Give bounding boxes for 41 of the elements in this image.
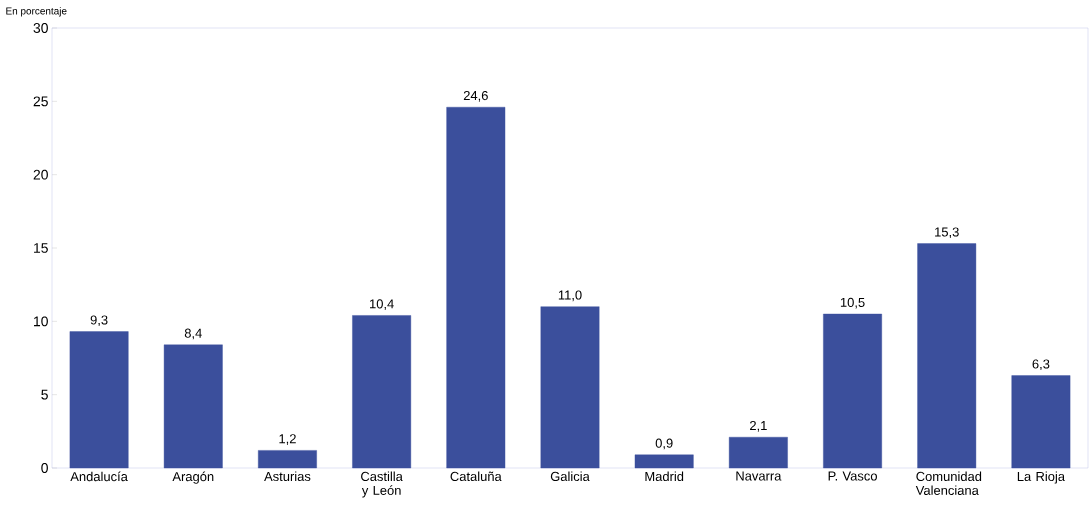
y-tick-label: 0: [41, 463, 48, 473]
data-label: 8,4: [184, 328, 202, 340]
x-tick-label: Asturias: [264, 471, 311, 482]
bar: [1011, 375, 1071, 469]
y-tick-label: 30: [33, 23, 48, 33]
y-tick-label: 15: [34, 243, 48, 253]
y-tick-label: 20: [33, 169, 48, 180]
y-tick-label: 5: [41, 389, 48, 400]
data-label: 15,3: [935, 227, 959, 239]
x-tick-label: Galicia: [550, 471, 590, 482]
bar: [69, 331, 129, 469]
y-tick-label: 25: [33, 96, 48, 107]
data-label: 9,3: [90, 315, 108, 327]
bar: [258, 450, 317, 469]
bar: [446, 107, 506, 469]
x-tick-label: Comunidad Valenciana: [915, 471, 982, 495]
x-tick-label: P. Vasco: [828, 471, 877, 481]
x-tick-label: La Rioja: [1017, 471, 1066, 484]
bar: [634, 454, 694, 469]
y-axis-title: En porcentaje: [6, 7, 67, 17]
x-tick-label: Andalucía: [70, 471, 128, 482]
x-tick-label: Navarra: [736, 471, 782, 481]
bar: [540, 306, 600, 469]
data-label: 2,1: [750, 420, 767, 432]
data-label: 24,6: [463, 90, 488, 102]
bar: [823, 313, 882, 469]
data-label: 10,4: [370, 299, 394, 310]
x-tick-label: Aragón: [172, 471, 214, 484]
data-label: 6,3: [1032, 359, 1050, 371]
bar: [163, 344, 223, 469]
x-tick-label: Madrid: [645, 471, 684, 482]
bar: [352, 315, 412, 469]
x-tick-label: Castilla y León: [361, 471, 403, 498]
y-tick-label: 10: [34, 316, 48, 327]
data-label: 11,0: [558, 290, 582, 302]
data-label: 0,9: [655, 438, 673, 450]
bar: [917, 243, 977, 469]
x-tick-label: Cataluña: [450, 471, 502, 482]
data-label: 1,2: [279, 434, 296, 445]
data-label: 10,5: [840, 297, 865, 309]
bar: [728, 437, 788, 469]
